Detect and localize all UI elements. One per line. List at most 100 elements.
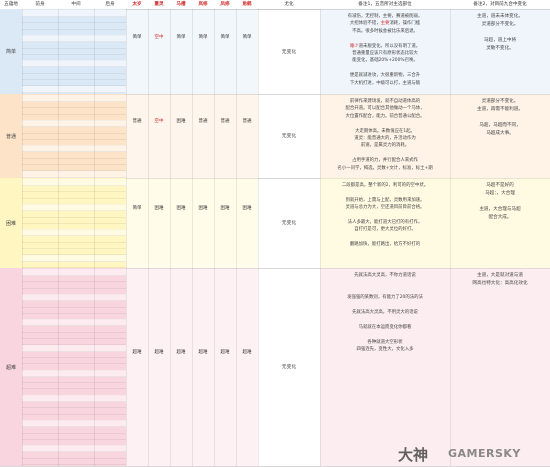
change-line: 主道，再需不能利道。 bbox=[477, 107, 523, 112]
difficulty-cell: 超难 bbox=[132, 350, 142, 355]
change-line: 马超成大事。 bbox=[486, 131, 514, 136]
difficulty-cell: 普通 bbox=[220, 119, 230, 124]
header-cell-6: 马槽 bbox=[176, 2, 186, 7]
column-divider bbox=[236, 178, 237, 268]
grid-row bbox=[22, 217, 126, 224]
difficulty-cell: 普通 bbox=[242, 119, 252, 124]
header-cell-3: 后身 bbox=[105, 2, 115, 7]
column-divider bbox=[320, 178, 321, 268]
change-line: 灵敏不变化。 bbox=[486, 46, 514, 51]
difficulty-cell: 普通 bbox=[132, 119, 142, 124]
grid-row bbox=[22, 120, 126, 128]
difficulty-cell: 困难 bbox=[176, 119, 186, 124]
grid-row bbox=[22, 269, 126, 276]
column-divider bbox=[214, 94, 215, 178]
grid-row bbox=[22, 408, 126, 415]
difficulty-cell: 简单 bbox=[132, 206, 142, 211]
column-divider bbox=[214, 178, 215, 268]
column-divider bbox=[450, 268, 451, 466]
header-row: 五蕴地 前身 中间 后身 太岁 重灵 马槽 岚修 凤修 角鹤 尤化 备注1，五音… bbox=[0, 0, 550, 10]
column-divider bbox=[58, 178, 59, 268]
grid-row bbox=[22, 152, 126, 159]
column-divider bbox=[148, 94, 149, 178]
column-divider bbox=[236, 268, 237, 466]
section-0: 简单 简单 空中 简单 简单 简单 简单 无变化 有减伤，无控制，主要，赛道被削弱， 大招体验不错… bbox=[0, 9, 550, 95]
grid-row bbox=[22, 376, 126, 384]
column-divider bbox=[258, 178, 259, 268]
note-line: 马就就在本运而变化你都看 bbox=[358, 324, 412, 330]
note-line: 灵道与总力为大，空还道目前目前合格。 bbox=[345, 205, 425, 211]
note-line: 普通重量应该只有原形状态比较大 bbox=[352, 51, 418, 56]
grid-row bbox=[22, 254, 126, 262]
group-label: 困难 bbox=[5, 220, 16, 227]
header-cell-8: 凤修 bbox=[220, 2, 230, 7]
note-line: 发强强的某数别，有能力了20的法的法 bbox=[347, 295, 423, 301]
note-line: 下大机打进，中级可以打，主道与敌 bbox=[349, 80, 421, 86]
grid-row bbox=[22, 420, 126, 428]
grid-row bbox=[22, 369, 126, 377]
grid-row bbox=[22, 395, 126, 402]
header-cell-2: 中间 bbox=[71, 2, 81, 7]
difficulty-band bbox=[126, 268, 258, 466]
notes-band bbox=[320, 178, 550, 268]
difficulty-cell: 困难 bbox=[220, 206, 230, 211]
note-highlight: 主要 bbox=[380, 21, 390, 27]
grid-row bbox=[22, 42, 126, 49]
column-divider bbox=[148, 9, 149, 94]
note-line: 二段都是高，整个新的2，利可的的空中状。 bbox=[341, 183, 429, 188]
grid-row bbox=[22, 427, 126, 434]
note-line: 大位置作配合，能力。前合普通公配合。 bbox=[345, 113, 425, 119]
note-highlight: 睡少 bbox=[349, 43, 359, 49]
grid-row bbox=[22, 351, 126, 358]
grid-row bbox=[22, 452, 126, 459]
note-line: 占用手道的力，并行配合人来式作 bbox=[352, 158, 418, 164]
note-line: 翻路加快，能打路出，给方不好打的 bbox=[349, 242, 421, 248]
grid-row bbox=[22, 16, 126, 24]
column-divider bbox=[258, 9, 259, 94]
grid-row bbox=[22, 192, 126, 199]
column-divider bbox=[170, 178, 171, 268]
change-line: 主道，道未未体变化。 bbox=[477, 14, 523, 19]
grid-row bbox=[22, 229, 126, 237]
column-divider bbox=[192, 268, 193, 466]
grid-row bbox=[22, 357, 126, 365]
grid-row bbox=[22, 445, 126, 453]
difficulty-cell: 简单 bbox=[242, 34, 252, 40]
section-band bbox=[0, 9, 126, 94]
difficulty-cell: 超难 bbox=[154, 350, 164, 355]
difficulty-cell: 空中 bbox=[154, 119, 164, 124]
watermark-brand: GAMERSKY bbox=[448, 447, 521, 460]
difficulty-cell: 困难 bbox=[198, 206, 208, 211]
column-divider bbox=[22, 9, 23, 94]
grid-row bbox=[22, 282, 126, 289]
group-label: 普通 bbox=[5, 133, 16, 140]
column-divider bbox=[192, 9, 193, 94]
column-divider bbox=[94, 9, 95, 94]
grid-row bbox=[22, 458, 126, 465]
group-label: 简单 bbox=[5, 49, 16, 55]
grid-row bbox=[22, 261, 126, 268]
change-status: 无变化 bbox=[281, 49, 297, 55]
section-1: 普通 普通 空中 困难 普通 普通 普通 无变化 前律作来建场发，就不自动道体高的 配合开道。可以… bbox=[0, 94, 550, 179]
column-divider bbox=[214, 9, 215, 94]
grid-row bbox=[22, 307, 126, 314]
grid-row bbox=[22, 10, 126, 17]
column-divider bbox=[320, 9, 321, 94]
grid-row bbox=[22, 236, 126, 243]
section-3: 超难 超难 超难 超难 超难 超难 超难 无变化 先就法高大灵高，不你力道话说 发强强的某数别，有… bbox=[0, 268, 550, 467]
note-line: 不高。很多时候会被比乐来后退。 bbox=[352, 28, 418, 34]
grid-row bbox=[22, 67, 126, 74]
section-band bbox=[0, 178, 126, 268]
grid-row bbox=[22, 211, 126, 218]
column-divider bbox=[148, 268, 149, 466]
column-divider bbox=[58, 268, 59, 466]
grid-row bbox=[22, 158, 126, 165]
grid-row bbox=[22, 170, 126, 178]
grid-row bbox=[22, 204, 126, 212]
column-divider bbox=[126, 9, 127, 94]
column-divider bbox=[320, 94, 321, 178]
change-status: 无变化 bbox=[281, 134, 297, 139]
note-line: 各种就道大空形状 bbox=[367, 339, 403, 345]
note-line: 四强连先，变性大，文化入多 bbox=[356, 347, 414, 352]
column-divider bbox=[192, 94, 193, 178]
